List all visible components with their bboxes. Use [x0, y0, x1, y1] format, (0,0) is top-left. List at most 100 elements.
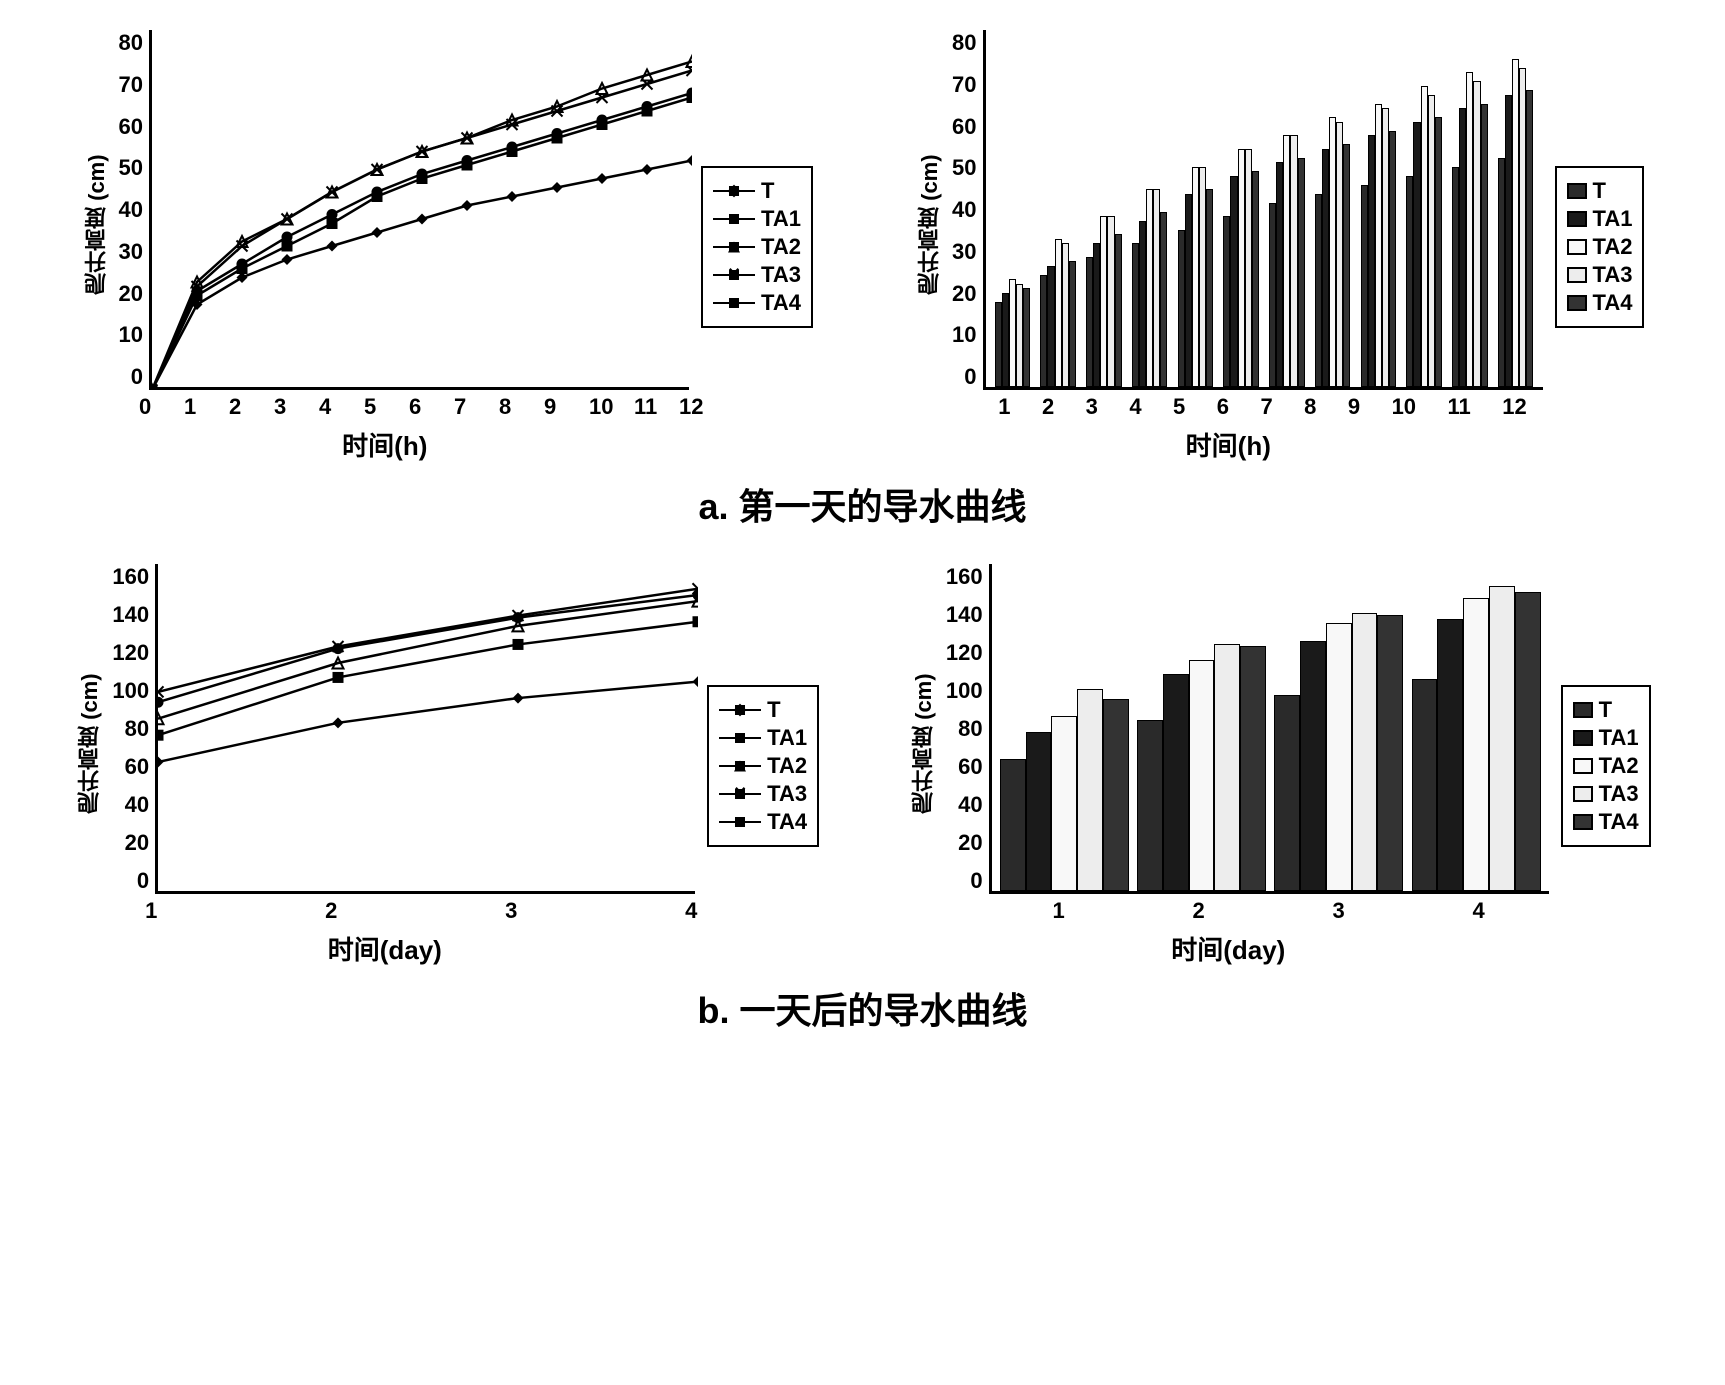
row-b: 爬升高度 (cm) 160140120100806040200 1234 时间(… — [30, 564, 1695, 967]
bar-group — [1040, 239, 1076, 388]
ytick-label: 120 — [112, 640, 149, 666]
bar-TA1 — [1047, 266, 1054, 388]
bar-TA2 — [1238, 149, 1245, 388]
xtick-label: 11 — [1448, 394, 1471, 420]
line-chart-a-block: 爬升高度 (cm) 80706050403020100 012345678910… — [81, 30, 813, 463]
xtick-label: 7 — [1260, 394, 1272, 420]
xtick-label: 2 — [1042, 394, 1054, 420]
bar-group — [1274, 613, 1403, 891]
bar-TA2 — [1009, 279, 1016, 387]
bar-TA1 — [1093, 243, 1100, 387]
xtick-label: 0 — [139, 394, 151, 420]
bar-T — [1412, 679, 1438, 891]
ytick-label: 100 — [946, 678, 983, 704]
xtick-label: 12 — [679, 394, 703, 420]
bar-group — [1000, 689, 1129, 891]
legend-line-b: TTA1TA2✕TA3TA4 — [707, 685, 819, 847]
legend-label: TA4 — [1593, 290, 1633, 316]
xtick-label: 5 — [1173, 394, 1185, 420]
bar-TA4 — [1240, 646, 1266, 891]
xtick-label: 3 — [505, 898, 517, 924]
legend-item-TA3: ✕TA3 — [713, 262, 801, 288]
bar-TA4 — [1481, 104, 1488, 388]
legend-item-TA2: TA2 — [713, 234, 801, 260]
bar-group — [1412, 586, 1541, 891]
legend-label: T — [761, 178, 774, 204]
legend-swatch-icon — [1567, 183, 1587, 199]
xtick-label: 4 — [1129, 394, 1141, 420]
xtick-label: 1 — [1053, 898, 1065, 924]
bar-TA1 — [1459, 108, 1466, 387]
ytick-label: 10 — [952, 322, 976, 348]
legend-marker-icon — [713, 218, 755, 220]
xtick-label: 8 — [1304, 394, 1316, 420]
bar-TA2 — [1189, 660, 1215, 891]
bar-TA2 — [1192, 167, 1199, 388]
bar-group — [1137, 644, 1266, 892]
bar-T — [1223, 216, 1230, 387]
ytick-label: 0 — [131, 364, 143, 390]
bar-group — [1315, 117, 1351, 387]
ytick-label: 20 — [125, 830, 149, 856]
legend-label: TA1 — [1599, 725, 1639, 751]
bar-T — [1137, 720, 1163, 891]
ytick-label: 80 — [125, 716, 149, 742]
bar-TA4 — [1298, 158, 1305, 388]
yaxis-label: 爬升高度 (cm) — [914, 30, 946, 420]
legend-label: TA1 — [767, 725, 807, 751]
bar-group — [1406, 86, 1442, 388]
bar-TA3 — [1199, 167, 1206, 388]
xticks-line-a: 0123456789101112 — [149, 394, 689, 420]
bar-TA1 — [1026, 732, 1052, 891]
ytick-label: 40 — [119, 197, 143, 223]
row-a: 爬升高度 (cm) 80706050403020100 012345678910… — [30, 30, 1695, 463]
bar-group — [1178, 167, 1214, 388]
bar-group — [1452, 72, 1488, 387]
yticks-line-b: 160140120100806040200 — [112, 564, 155, 894]
xtick-label: 3 — [1333, 898, 1345, 924]
xaxis-label: 时间(day) — [1171, 930, 1285, 967]
legend-bar-b: TTA1TA2TA3TA4 — [1561, 685, 1651, 847]
xtick-label: 4 — [319, 394, 331, 420]
legend-marker-icon: ✕ — [713, 274, 755, 276]
xtick-label: 6 — [409, 394, 421, 420]
ytick-label: 20 — [958, 830, 982, 856]
xtick-label: 9 — [544, 394, 556, 420]
legend-swatch-icon — [1573, 758, 1593, 774]
ytick-label: 160 — [112, 564, 149, 590]
yticks-bar-b: 160140120100806040200 — [946, 564, 989, 894]
xtick-label: 2 — [325, 898, 337, 924]
bar-TA1 — [1505, 95, 1512, 388]
bar-TA4 — [1023, 288, 1030, 387]
bar-T — [1269, 203, 1276, 388]
yticks-line-a: 80706050403020100 — [119, 30, 149, 390]
legend-swatch-icon — [1573, 702, 1593, 718]
legend-item-TA1: TA1 — [1573, 725, 1639, 751]
line-chart-b-block: 爬升高度 (cm) 160140120100806040200 1234 时间(… — [74, 564, 819, 967]
legend-swatch-icon — [1573, 730, 1593, 746]
xtick-label: 3 — [274, 394, 286, 420]
ytick-label: 140 — [946, 602, 983, 628]
bar-TA3 — [1077, 689, 1103, 891]
bar-TA3 — [1336, 122, 1343, 388]
legend-label: TA3 — [1593, 262, 1633, 288]
legend-item-TA3: TA3 — [1567, 262, 1633, 288]
bar-TA1 — [1368, 135, 1375, 387]
ytick-label: 60 — [125, 754, 149, 780]
bar-group — [1223, 149, 1259, 388]
bar-TA4 — [1103, 699, 1129, 891]
legend-swatch-icon — [1567, 295, 1587, 311]
legend-swatch-icon — [1573, 814, 1593, 830]
xaxis-label: 时间(h) — [1186, 426, 1271, 463]
bar-TA3 — [1016, 284, 1023, 388]
bar-TA2 — [1512, 59, 1519, 388]
plot-bar-b — [989, 564, 1549, 894]
bar-group — [995, 279, 1031, 387]
legend-label: TA3 — [1599, 781, 1639, 807]
plot-bar-a — [983, 30, 1543, 390]
bar-TA4 — [1515, 592, 1541, 891]
xtick-label: 10 — [1392, 394, 1416, 420]
bar-T — [1132, 243, 1139, 387]
bar-TA1 — [1437, 619, 1463, 891]
legend-swatch-icon — [1567, 267, 1587, 283]
